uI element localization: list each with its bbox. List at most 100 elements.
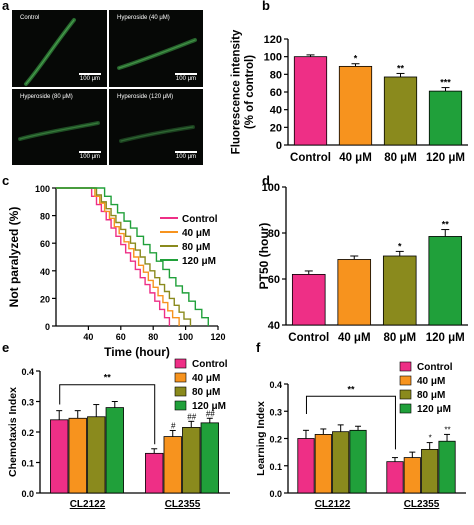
scale-bar-label: 100 μm: [79, 154, 101, 160]
bar: [314, 434, 332, 494]
legend-label: 80 μM: [192, 387, 220, 398]
micrograph-title: Hyperoside (40 μM): [117, 15, 170, 21]
y-tick-label: 80: [40, 212, 50, 222]
y-tick-label: 60: [40, 239, 50, 249]
worm-image: [119, 125, 195, 143]
significance-marker: **: [444, 425, 450, 434]
bar: [438, 440, 456, 494]
y-tick-label: 100: [262, 182, 280, 194]
y-tick-label: 0.0: [21, 489, 34, 499]
y-axis-label: Not paralyzed (%): [7, 207, 21, 308]
scale-bar: 100 μm: [175, 73, 197, 82]
micrograph-title: Hyperoside (80 μM): [20, 94, 73, 100]
y-tick-label: 0.1: [21, 459, 34, 469]
x-tick-label: 120 μM: [426, 332, 465, 344]
x-tick-label: CL2355: [165, 499, 201, 510]
bar: [386, 461, 404, 494]
legend-label: 80 μM: [417, 390, 445, 401]
y-tick-label: 0.1: [269, 462, 282, 472]
legend-label: 80 μM: [182, 242, 210, 253]
legend-swatch: [399, 361, 412, 372]
bar: [403, 457, 421, 494]
significance-bracket: [305, 395, 396, 450]
y-tick-label: 0.3: [269, 407, 282, 417]
x-tick-label: 40 μM: [338, 332, 371, 344]
worm-image: [24, 18, 76, 86]
legend-label: 120 μM: [192, 401, 226, 412]
significance-marker: *: [429, 434, 432, 443]
y-tick-label: 80: [270, 69, 282, 81]
x-axis-label: Time (hour): [104, 345, 170, 359]
y-tick-label: 0.4: [21, 367, 34, 377]
legend-label: 120 μM: [417, 404, 451, 415]
y-tick-label: 100: [264, 52, 282, 64]
scale-bar-label: 100 μm: [175, 76, 197, 82]
x-tick-label: 80: [148, 332, 158, 342]
scale-bar-label: 100 μm: [175, 154, 197, 160]
bar: [383, 76, 418, 146]
y-tick-label: 80: [268, 228, 280, 240]
y-tick-label: 60: [268, 274, 280, 286]
x-tick-label: Control: [288, 332, 329, 344]
legend-label: Control: [417, 362, 453, 373]
y-axis-label: (% of control): [244, 55, 256, 129]
significance-marker: ##: [206, 409, 215, 418]
legend-swatch: [174, 400, 187, 411]
x-tick-label: 120: [210, 332, 225, 342]
x-tick-label: 40 μM: [339, 152, 372, 164]
worm-image: [117, 38, 197, 70]
legend-label: 40 μM: [192, 373, 220, 384]
y-tick-label: 40: [270, 105, 282, 117]
bar: [428, 236, 463, 326]
bar: [338, 65, 373, 146]
legend-label: 40 μM: [182, 228, 210, 239]
y-tick-label: 0.2: [269, 435, 282, 445]
legend-swatch: [174, 372, 187, 383]
legend-swatch: [399, 375, 412, 386]
y-axis-label: PT50 (hour): [257, 223, 271, 290]
micrograph-hyperoside-120: Hyperoside (120 μM) 100 μm: [109, 89, 203, 165]
micrograph-control: Control 100 μm: [12, 10, 107, 87]
bar: [349, 429, 367, 494]
x-tick-label: 60: [116, 332, 126, 342]
bar: [421, 448, 439, 494]
bar: [337, 259, 372, 326]
legend-swatch: [174, 386, 187, 397]
bar: [332, 431, 350, 494]
y-tick-label: 0.0: [269, 489, 282, 499]
x-tick-label: CL2122: [70, 499, 106, 510]
micrograph-hyperoside-80: Hyperoside (80 μM) 100 μm: [12, 89, 107, 165]
significance-marker: *: [398, 241, 402, 251]
bar: [428, 90, 463, 146]
y-tick-label: 40: [40, 267, 50, 277]
y-tick-label: 0.3: [21, 398, 34, 408]
significance-bracket: [59, 384, 156, 445]
significance-marker: ***: [440, 78, 451, 88]
x-tick-label: CL2122: [315, 499, 351, 510]
y-tick-label: 0.2: [21, 428, 34, 438]
x-tick-label: 80 μM: [384, 152, 417, 164]
bar: [291, 273, 326, 326]
x-tick-label: 80 μM: [383, 332, 416, 344]
significance-marker: ##: [187, 412, 196, 421]
scale-bar: 100 μm: [175, 151, 197, 160]
y-axis-label: Learning Index: [255, 401, 267, 476]
series-line: [56, 187, 180, 326]
y-tick-label: 0: [276, 140, 282, 152]
y-axis-label: Chemotaxis Index: [7, 387, 19, 477]
panel-label-a: a: [2, 0, 10, 13]
worm-image: [18, 121, 100, 141]
legend-label: Control: [192, 359, 228, 370]
panel-label-c: c: [2, 173, 10, 188]
scale-bar-label: 100 μm: [79, 76, 101, 82]
y-tick-label: 40: [268, 320, 280, 332]
panel-label-d: d: [262, 173, 270, 188]
x-tick-label: Control: [290, 152, 331, 164]
panel-label-e: e: [2, 340, 10, 355]
y-tick-label: 0: [45, 322, 50, 332]
y-tick-label: 20: [40, 294, 50, 304]
x-tick-label: 120 μM: [426, 152, 465, 164]
